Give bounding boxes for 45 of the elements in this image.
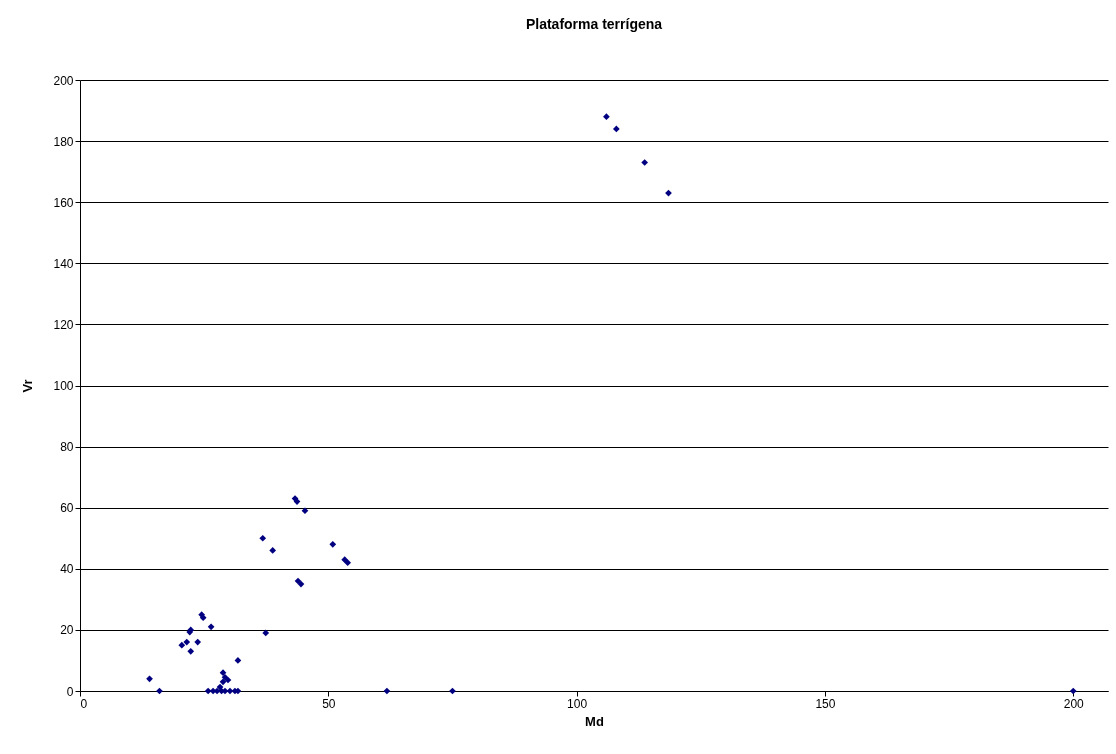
point <box>301 507 309 515</box>
point <box>259 534 267 542</box>
point <box>603 113 610 121</box>
y-tick-label: 100 <box>53 379 74 393</box>
y-tick-label: 0 <box>66 684 74 699</box>
y-tick-label: 60 <box>60 501 74 516</box>
point <box>219 678 227 686</box>
point <box>219 669 227 677</box>
y-tick-label: 200 <box>53 73 74 88</box>
point <box>612 125 620 133</box>
point <box>262 629 270 637</box>
point <box>216 683 224 691</box>
x-tick-label: 0 <box>80 696 88 711</box>
y-axis-title: Vr <box>20 379 36 393</box>
point <box>294 577 302 585</box>
point <box>207 623 215 631</box>
y-tick-label: 180 <box>53 134 74 149</box>
x-axis-title: Md <box>585 713 604 729</box>
point <box>344 559 352 567</box>
y-tick-label: 80 <box>60 440 74 455</box>
point <box>297 580 305 588</box>
x-tick-label: 100 <box>567 696 588 711</box>
y-tick-label: 120 <box>53 317 74 332</box>
point <box>234 657 242 664</box>
point <box>383 687 391 695</box>
y-tick-label: 20 <box>60 623 74 638</box>
point <box>187 647 195 655</box>
point <box>341 556 349 563</box>
y-tick-label: 160 <box>53 195 74 210</box>
point <box>199 614 207 622</box>
point <box>178 641 186 649</box>
point <box>1069 687 1077 695</box>
point <box>329 541 337 548</box>
point <box>146 675 153 683</box>
point <box>194 638 202 646</box>
point <box>226 687 234 695</box>
y-tick-label: 40 <box>60 562 74 577</box>
x-tick-label: 50 <box>322 696 336 711</box>
x-tick-label: 150 <box>815 696 836 711</box>
x-tick-label: 200 <box>1063 696 1085 711</box>
point <box>183 638 191 646</box>
point <box>269 547 277 554</box>
point <box>641 159 649 166</box>
chart-title: Plataforma terrígena <box>525 16 663 32</box>
y-tick-label: 140 <box>53 256 74 271</box>
